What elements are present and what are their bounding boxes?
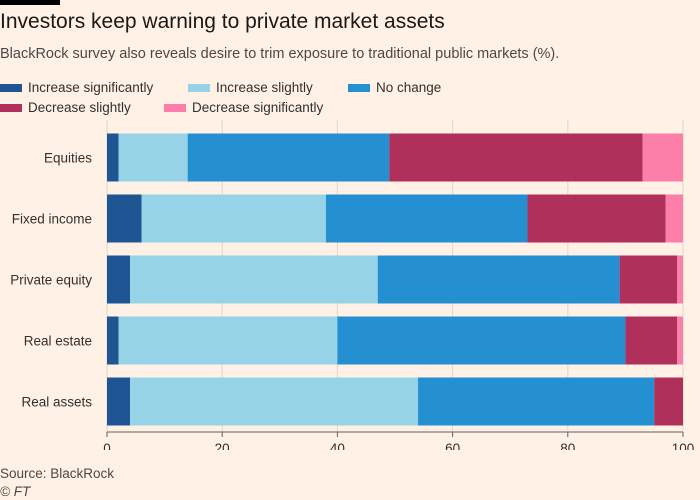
legend-swatch bbox=[348, 83, 370, 92]
legend-label: Increase significantly bbox=[28, 80, 154, 95]
bar-segment bbox=[377, 255, 620, 304]
brand-bar bbox=[0, 0, 60, 5]
category-label: Private equity bbox=[10, 273, 92, 288]
bar-segment bbox=[107, 255, 131, 304]
bar-segment bbox=[141, 194, 326, 243]
chart-title: Investors keep warning to private market… bbox=[0, 10, 445, 33]
legend-item-no-change: No change bbox=[348, 80, 441, 95]
bar-segment bbox=[642, 133, 683, 182]
legend-swatch bbox=[188, 83, 210, 92]
bar-segment bbox=[654, 377, 683, 426]
legend-item-decrease-slightly: Decrease slightly bbox=[0, 100, 131, 115]
x-tick-label: 60 bbox=[445, 441, 460, 450]
bar-segment bbox=[619, 255, 678, 304]
bar-segment bbox=[625, 316, 678, 365]
x-tick-label: 40 bbox=[330, 441, 345, 450]
legend-label: Decrease significantly bbox=[192, 100, 324, 115]
stacked-bar-chart: Equities Fixed income Private equity Real e… bbox=[10, 120, 695, 450]
legend-label: Decrease slightly bbox=[28, 100, 131, 115]
x-tick-label: 80 bbox=[560, 441, 575, 450]
source-note: Source: BlackRock bbox=[0, 466, 115, 481]
legend-swatch bbox=[0, 103, 22, 112]
chart-subtitle: BlackRock survey also reveals desire to … bbox=[0, 46, 560, 62]
bar-segment bbox=[107, 316, 119, 365]
category-label: Fixed income bbox=[12, 212, 92, 227]
bar-segment bbox=[107, 133, 119, 182]
legend-item-decrease-significantly: Decrease significantly bbox=[164, 100, 323, 115]
bar-segment bbox=[107, 377, 131, 426]
legend-label: No change bbox=[376, 80, 442, 95]
x-tick-label: 0 bbox=[103, 441, 111, 450]
legend-label: Increase slightly bbox=[216, 80, 313, 95]
bar-segment bbox=[337, 316, 626, 365]
bar-segment bbox=[677, 255, 683, 304]
category-label: Real estate bbox=[24, 334, 92, 349]
bar-segment bbox=[677, 316, 683, 365]
bar-segment bbox=[187, 133, 390, 182]
bar-segment bbox=[665, 194, 683, 243]
x-tick-label: 20 bbox=[215, 441, 230, 450]
bar-segment bbox=[118, 316, 338, 365]
category-label: Equities bbox=[44, 151, 92, 166]
bar-segment bbox=[107, 194, 142, 243]
x-tick-label: 100 bbox=[672, 441, 695, 450]
bar-segment bbox=[325, 194, 528, 243]
bar-segment bbox=[130, 255, 378, 304]
category-label: Real assets bbox=[21, 395, 92, 410]
bar-segment bbox=[389, 133, 643, 182]
legend-swatch bbox=[0, 83, 22, 92]
bar-segment bbox=[527, 194, 666, 243]
bar-segment bbox=[118, 133, 188, 182]
legend-item-increase-slightly: Increase slightly bbox=[188, 80, 313, 95]
legend-swatch bbox=[164, 103, 186, 112]
copyright-credit: © FT bbox=[0, 484, 31, 499]
bar-segment bbox=[418, 377, 655, 426]
chart-legend: Increase significantly Increase slightly… bbox=[0, 80, 700, 120]
bar-segment bbox=[130, 377, 419, 426]
legend-item-increase-significantly: Increase significantly bbox=[0, 80, 153, 95]
